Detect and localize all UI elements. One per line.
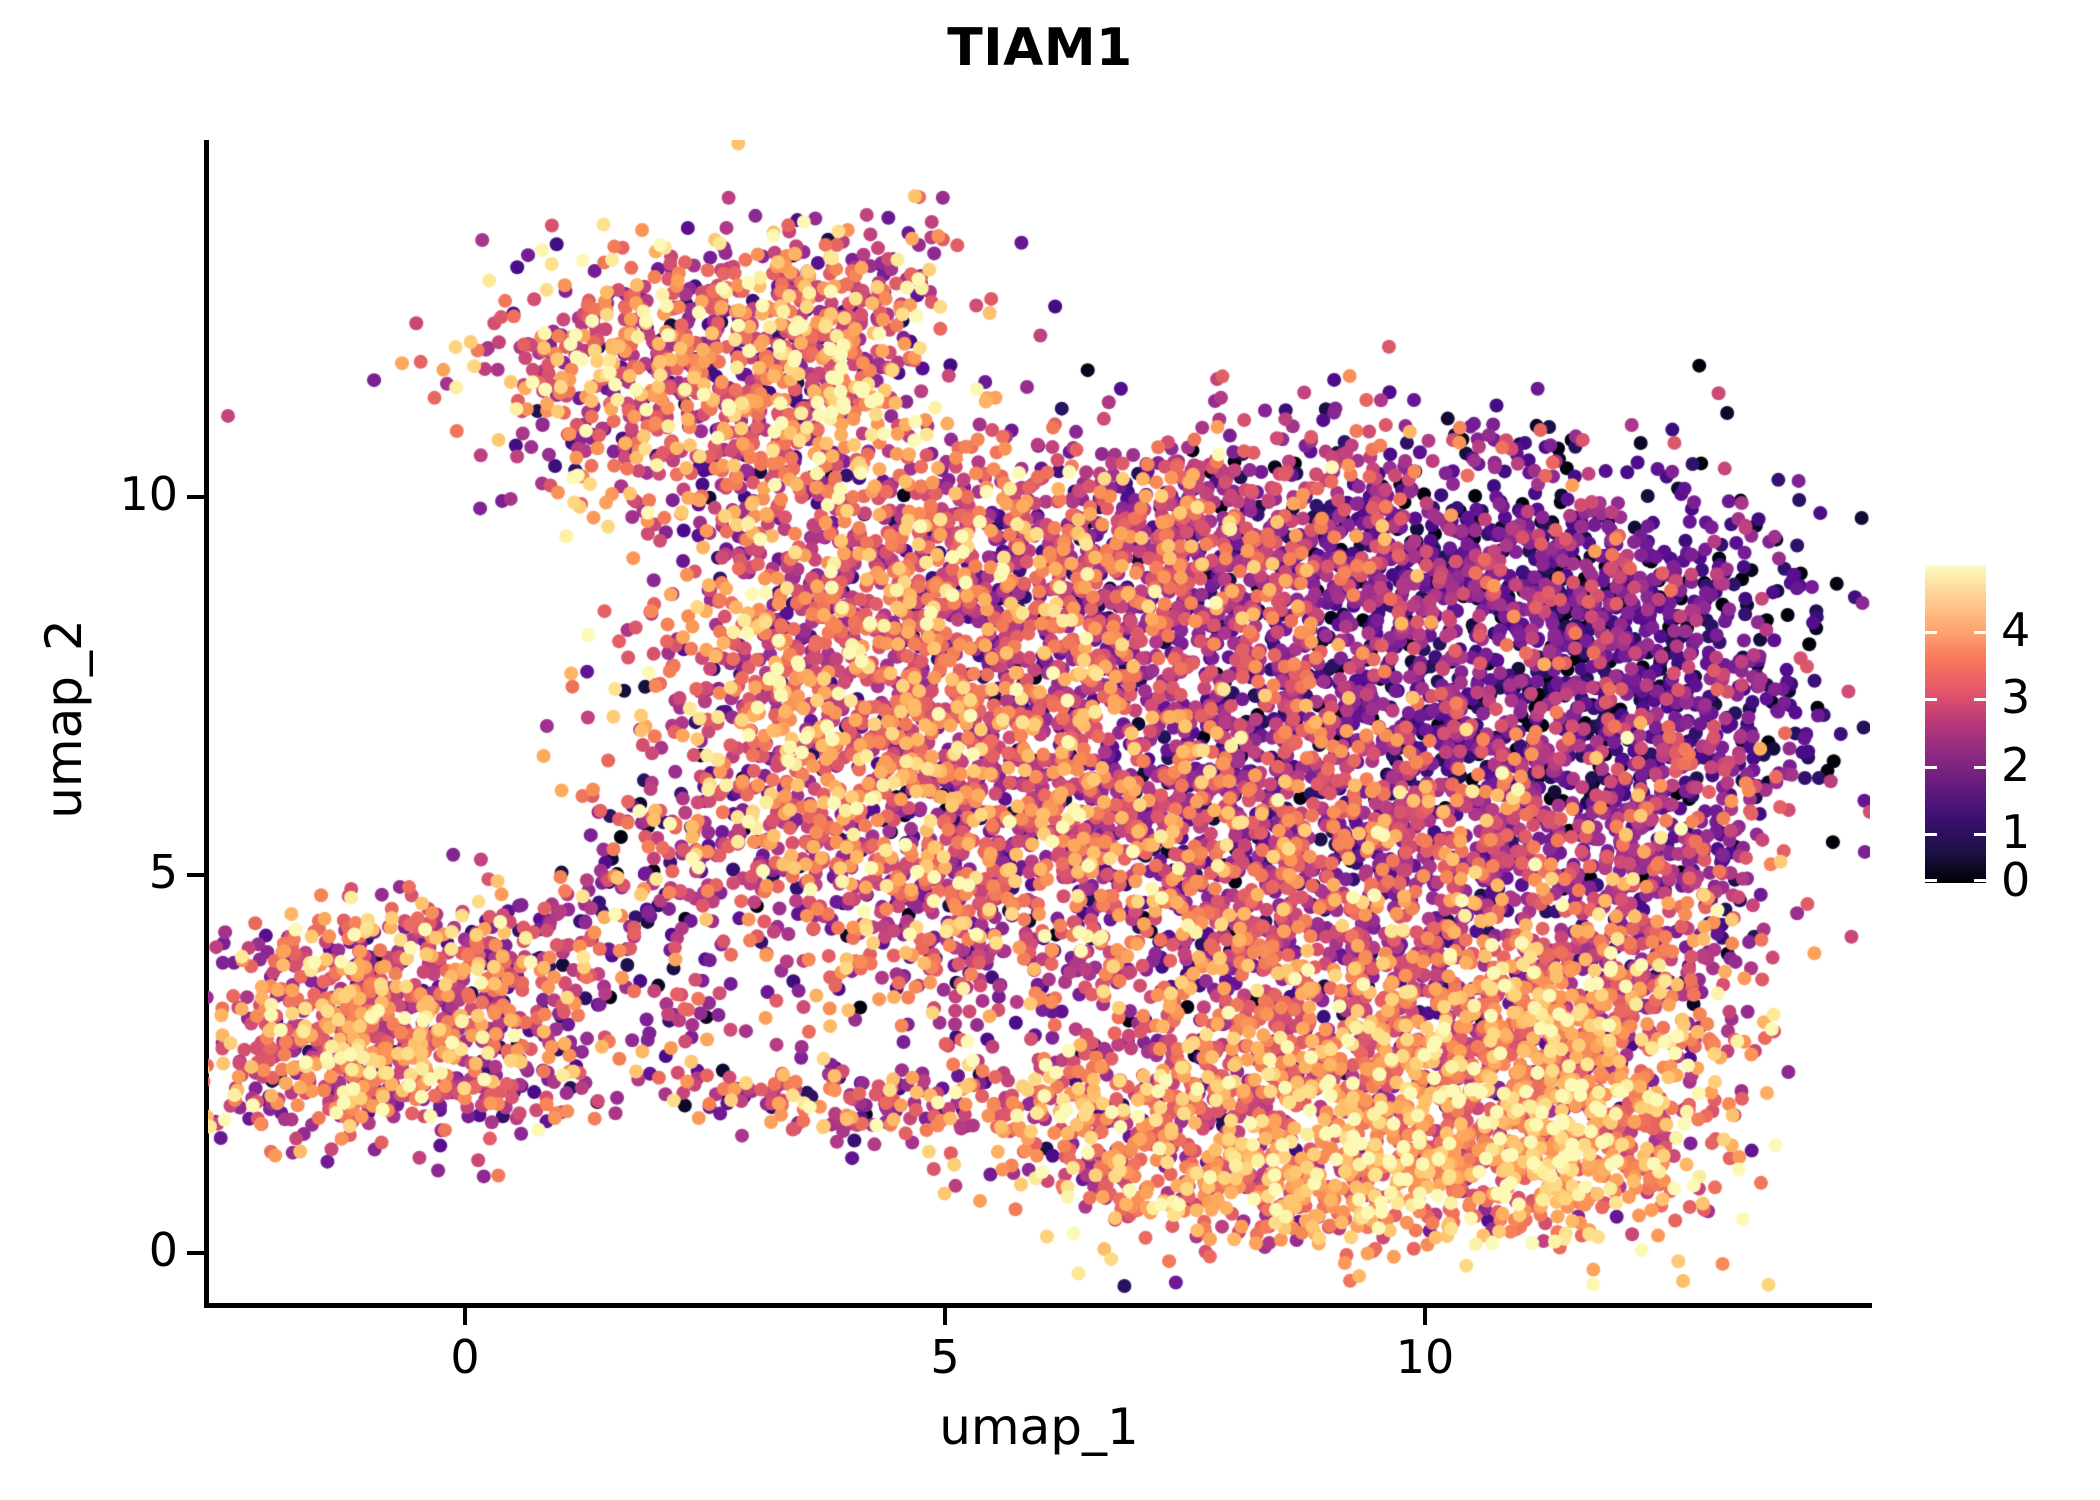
y-tick-mark-0	[187, 1251, 204, 1255]
colorbar-label-0: 0	[2001, 853, 2031, 907]
y-tick-label-0: 0	[148, 1223, 178, 1277]
colorbar-label-4: 4	[2001, 603, 2031, 657]
y-tick-label-5: 5	[148, 845, 178, 899]
colorbar-label-3: 3	[2001, 670, 2031, 724]
colorbar-tick-1-left	[1925, 833, 1937, 836]
y-axis-spine	[204, 140, 209, 1308]
scatter-plot-points	[208, 140, 1870, 1305]
colorbar: 4 3 2 1 0	[1925, 565, 2075, 907]
page-title: TIAM1	[947, 18, 1133, 78]
colorbar-tick-3-left	[1925, 698, 1937, 701]
x-axis-label: umap_1	[939, 1398, 1139, 1456]
colorbar-tick-2-right	[1974, 766, 1986, 769]
colorbar-tick-2-left	[1925, 766, 1937, 769]
x-tick-label-10: 10	[1395, 1330, 1455, 1384]
x-tick-mark-5	[943, 1308, 947, 1325]
y-tick-label-10: 10	[119, 467, 178, 521]
x-tick-label-5: 5	[930, 1330, 960, 1384]
colorbar-tick-0-left	[1925, 879, 1937, 882]
y-tick-mark-10	[187, 495, 204, 499]
y-tick-mark-5	[187, 873, 204, 877]
colorbar-tick-3-right	[1974, 698, 1986, 701]
x-tick-mark-0	[463, 1308, 467, 1325]
x-tick-mark-10	[1423, 1308, 1427, 1325]
colorbar-tick-1-right	[1974, 833, 1986, 836]
colorbar-tick-4-right	[1974, 631, 1986, 634]
x-tick-label-0: 0	[450, 1330, 480, 1384]
x-axis-spine	[204, 1303, 1872, 1308]
y-axis-label: umap_2	[35, 619, 93, 819]
colorbar-label-1: 1	[2001, 805, 2031, 859]
colorbar-gradient	[1925, 565, 1986, 883]
colorbar-label-2: 2	[2001, 738, 2031, 792]
colorbar-tick-4-left	[1925, 631, 1937, 634]
colorbar-tick-0-right	[1974, 879, 1986, 882]
